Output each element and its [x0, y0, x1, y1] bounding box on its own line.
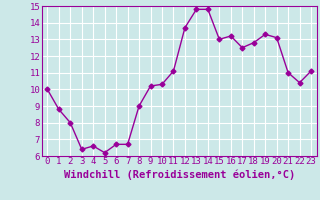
X-axis label: Windchill (Refroidissement éolien,°C): Windchill (Refroidissement éolien,°C) — [64, 169, 295, 180]
